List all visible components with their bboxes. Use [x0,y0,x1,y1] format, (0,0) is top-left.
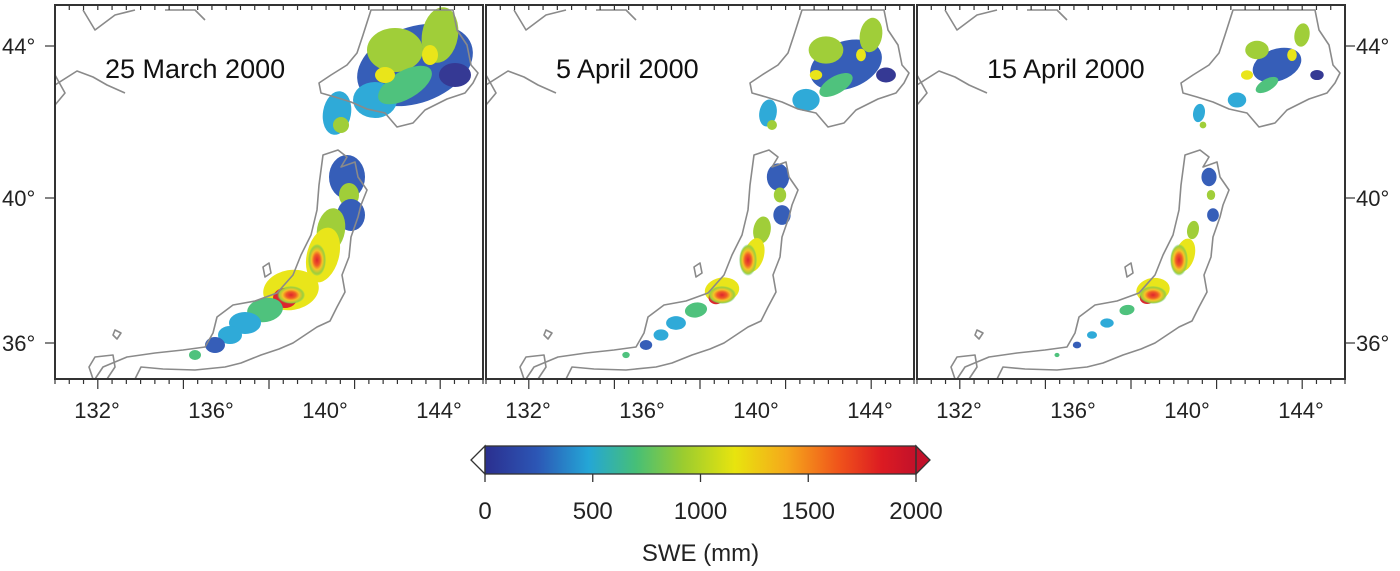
map-panels: 25 March 2000 5 April 2000 15 April 2000 [45,4,1355,389]
lon-label-132-p1: 132° [74,398,120,423]
lon-label-136-p3: 136° [1050,398,1096,423]
colorbar: 0 500 1000 1500 2000 SWE (mm) [470,444,943,567]
colorbar-label: SWE (mm) [642,540,759,567]
colorbar-tick-500: 500 [573,498,613,525]
lat-label-36-left: 36° [2,331,35,356]
lon-label-144-p2: 144° [847,398,893,423]
lon-label-132-p2: 132° [505,398,551,423]
colorbar-gradient [485,446,916,474]
latitude-labels: 44° 40° 36° 44° 40° 36° [2,34,1389,356]
lat-label-40-left: 40° [2,186,35,211]
colorbar-extend-high [915,444,931,476]
colorbar-tick-0: 0 [478,498,491,525]
lat-label-36-right: 36° [1356,331,1389,356]
colorbar-tick-2000: 2000 [889,498,942,525]
map-panel-2: 5 April 2000 [485,4,915,389]
lat-label-40-right: 40° [1356,186,1389,211]
panel-map-content [55,7,479,379]
lon-label-132-p3: 132° [936,398,982,423]
panel-title: 15 April 2000 [987,54,1145,84]
panel-ticks [916,5,1346,389]
snow-coverage [1054,23,1324,358]
panel-map-content [486,9,910,379]
colorbar-extend-low [470,444,486,476]
lat-label-44-left: 44° [2,34,35,59]
lon-label-144-p3: 144° [1278,398,1324,423]
map-panel-3: 15 April 2000 [916,4,1346,389]
snow-coverage [622,17,896,359]
panel-ticks [485,5,915,389]
panel-ticks [54,5,484,389]
colorbar-tick-1000: 1000 [674,498,727,525]
lat-label-44-right: 44° [1356,34,1389,59]
lon-label-140-p2: 140° [733,398,779,423]
longitude-labels: 132° 136° 140° 144° 132° 136° 140° 144° … [74,398,1324,423]
outer-lat-ticks [45,45,1355,344]
map-panel-1: 25 March 2000 [54,4,484,389]
coastlines [486,9,910,379]
colorbar-tick-1500: 1500 [782,498,835,525]
panel-map-content [917,9,1341,379]
snow-coverage [189,7,473,360]
coastlines [55,9,479,379]
lon-label-144-p1: 144° [416,398,462,423]
panel-title: 25 March 2000 [105,54,285,84]
lon-label-136-p2: 136° [619,398,665,423]
lon-label-140-p1: 140° [302,398,348,423]
panel-title: 5 April 2000 [556,54,699,84]
lon-label-136-p1: 136° [188,398,234,423]
colorbar-ticks [484,474,917,482]
coastlines [917,9,1341,379]
lon-label-140-p3: 140° [1164,398,1210,423]
